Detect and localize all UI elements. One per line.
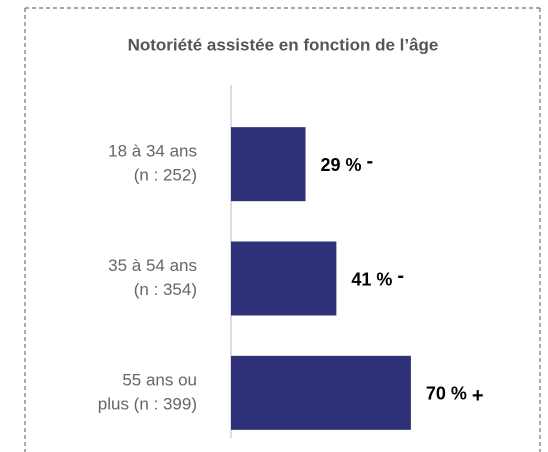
significance-marker: - <box>367 150 374 172</box>
category-label: (n : 354) <box>134 280 197 299</box>
value-label: 70 % <box>426 384 467 404</box>
significance-marker: - <box>397 265 404 287</box>
category-label: 18 à 34 ans <box>108 142 197 161</box>
chart-title: Notoriété assistée en fonction de l’âge <box>128 35 439 54</box>
category-label: plus (n : 399) <box>98 394 197 413</box>
category-label: 35 à 54 ans <box>108 256 197 275</box>
bar <box>231 127 306 202</box>
category-label: (n : 252) <box>134 166 197 185</box>
value-label: 41 % <box>351 269 392 289</box>
significance-marker: + <box>472 385 484 407</box>
bar <box>231 355 411 430</box>
bar <box>231 241 337 316</box>
value-label: 29 % <box>321 155 362 175</box>
category-label: 55 ans ou <box>122 370 197 389</box>
